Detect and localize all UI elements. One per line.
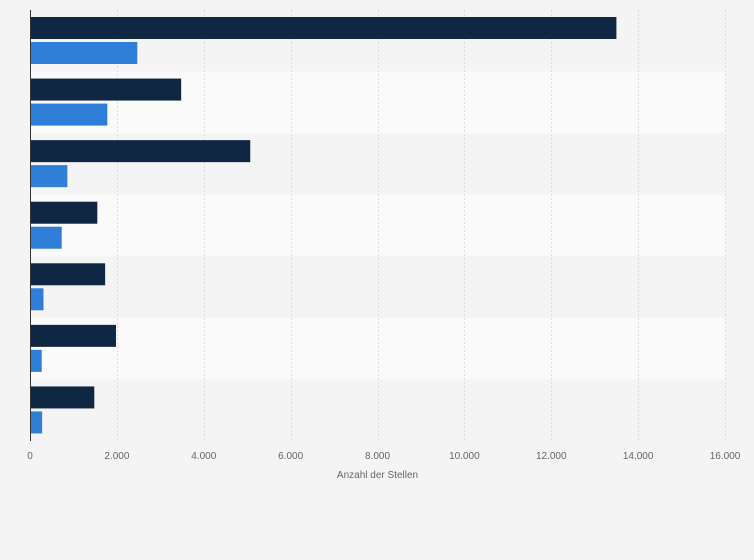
x-tick-label: 10.000 [449,451,480,462]
category-bands [30,10,725,441]
bar-series-2-item-2 [30,103,108,126]
x-tick-label: 8.000 [365,451,390,462]
x-tick-label: 14.000 [623,451,654,462]
x-tick-label: 0 [27,451,33,462]
bar-series-1-item-3 [30,140,251,163]
x-axis-title: Anzahl der Stellen [337,470,418,481]
bar-series-2-item-3 [30,165,68,188]
x-tick-label: 6.000 [278,451,303,462]
bar-series-1-item-6 [30,324,117,347]
category-band [30,256,725,318]
x-tick-labels: 0 2.000 4.000 6.000 8.000 10.000 12.000 14.000 1… [27,451,741,462]
category-band [30,379,725,441]
category-band [30,317,725,380]
bar-series-1-item-2 [30,78,182,101]
x-tick-label: 12.000 [536,451,567,462]
x-tick-label: 16.000 [710,451,741,462]
bar-series-2-item-6 [30,349,42,372]
bar-series-1-item-5 [30,263,106,286]
bar-series-1-item-4 [30,201,98,224]
bar-series-2-item-4 [30,226,62,249]
x-tick-label: 2.000 [104,451,129,462]
bar-series-1-item-7 [30,386,95,409]
bar-series-2-item-7 [30,411,43,434]
bar-series-1-item-1 [30,17,617,39]
bar-series-2-item-1 [30,42,138,64]
x-tick-label: 4.000 [191,451,216,462]
category-band [30,194,725,257]
bar-series-2-item-5 [30,288,44,311]
bars [30,17,617,434]
